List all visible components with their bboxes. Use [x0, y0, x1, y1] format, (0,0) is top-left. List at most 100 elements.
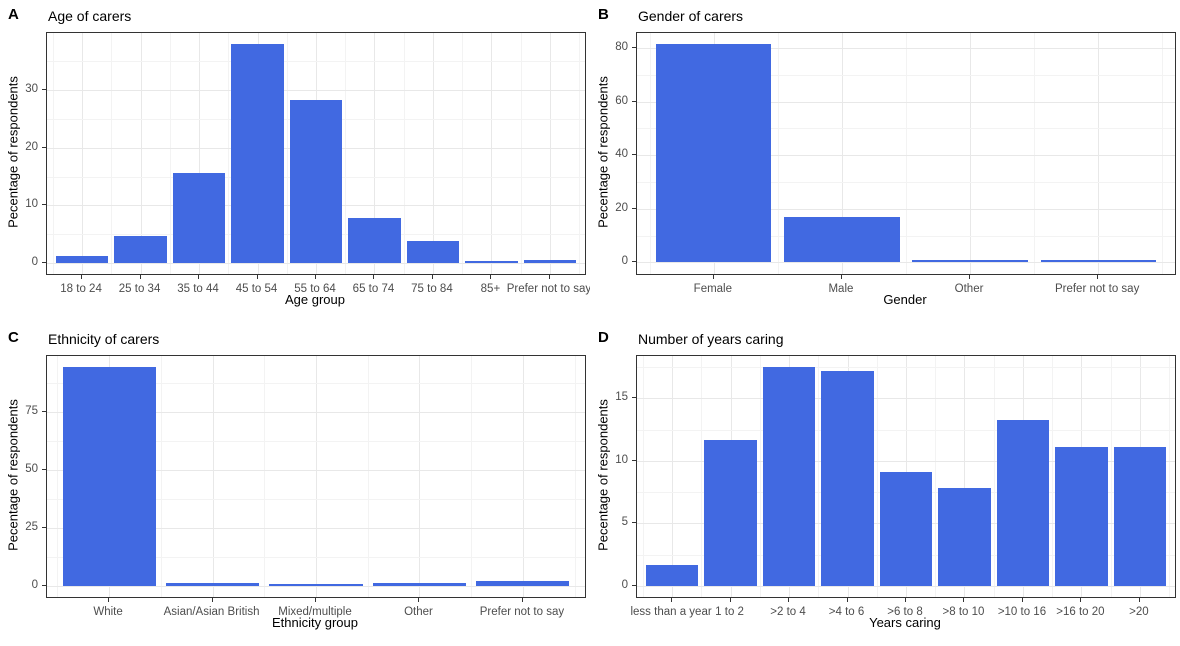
gridline-major-h: [47, 528, 585, 530]
x-tick-mark: [81, 275, 83, 279]
gridline-minor-h: [637, 235, 1175, 237]
bar: [821, 370, 874, 586]
y-tick-mark: [632, 261, 636, 263]
y-tick-label: 15: [615, 391, 628, 404]
x-tick-mark: [671, 598, 673, 602]
gridline-major-h: [637, 101, 1175, 103]
x-tick-mark: [969, 275, 971, 279]
x-tick-mark: [963, 598, 965, 602]
bar: [996, 419, 1050, 586]
x-tick-mark: [373, 275, 375, 279]
bar: [656, 43, 772, 263]
bar: [269, 584, 363, 587]
gridline-major-v: [491, 33, 493, 274]
x-tick-label: >8 to 10: [942, 606, 985, 618]
x-tick-label: Other: [954, 283, 984, 295]
gridline-minor-h: [637, 367, 1175, 369]
bar: [645, 564, 699, 586]
gridline-major-h: [637, 208, 1175, 210]
gridline-minor-v: [462, 33, 464, 274]
gridline-minor-v: [345, 33, 347, 274]
x-tick-label: Prefer not to say: [506, 283, 590, 295]
x-tick-label: >20: [1129, 606, 1149, 618]
bar: [231, 43, 284, 264]
y-tick-mark: [42, 527, 46, 529]
gridline-minor-v: [1110, 356, 1112, 597]
gridline-major-v: [964, 356, 966, 597]
gridline-major-v: [970, 33, 972, 274]
x-tick-label: 35 to 44: [177, 283, 219, 295]
plot-area: [636, 355, 1176, 598]
bar: [912, 260, 1028, 263]
gridline-major-v: [199, 33, 201, 274]
gridline-major-v: [432, 33, 434, 274]
gridline-major-h: [637, 48, 1175, 49]
x-tick-label: 55 to 64: [294, 283, 336, 295]
gridline-major-h: [637, 262, 1175, 264]
y-tick-label: 50: [25, 463, 38, 476]
x-tick-label: 65 to 74: [352, 283, 395, 295]
y-tick-mark: [632, 397, 636, 399]
x-tick-mark: [315, 275, 316, 279]
x-tick-mark: [315, 598, 316, 602]
y-tick-label: 0: [621, 255, 628, 268]
bar: [1055, 447, 1108, 586]
y-tick-label: 75: [25, 405, 38, 418]
gridline-minor-v: [579, 33, 581, 274]
x-tick-label: 75 to 84: [411, 283, 453, 295]
panel-tag: C: [8, 329, 19, 346]
gridline-minor-v: [993, 356, 995, 597]
y-tick-mark: [42, 146, 46, 148]
y-tick-label: 30: [25, 83, 38, 96]
panel-tag: B: [598, 6, 609, 23]
gridline-minor-h: [637, 128, 1175, 130]
gridline-minor-v: [111, 33, 113, 274]
bar: [62, 366, 156, 587]
chart-title: Ethnicity of carers: [48, 331, 160, 347]
gridline-minor-v: [876, 356, 878, 597]
plot-area: [636, 32, 1176, 275]
x-axis-title: Age group: [285, 292, 345, 307]
x-axis-title: Ethnicity group: [272, 615, 358, 630]
x-tick-mark: [490, 275, 492, 279]
y-tick-mark: [42, 204, 46, 206]
x-tick-label: >10 to 16: [997, 606, 1047, 618]
gridline-minor-v: [57, 356, 59, 597]
x-tick-mark: [788, 598, 790, 602]
bar: [704, 439, 757, 586]
panel-ethnicity-of-carers: C Ethnicity of carers Pecentage of respo…: [0, 323, 590, 646]
x-axis-title: Years caring: [869, 615, 941, 630]
gridline-minor-h: [47, 499, 585, 501]
bar: [784, 217, 900, 263]
gridline-minor-v: [471, 356, 473, 597]
plot-area: [46, 355, 586, 598]
gridline-major-v: [522, 356, 524, 597]
gridline-major-h: [637, 155, 1175, 157]
bar: [1113, 447, 1167, 586]
y-tick-label: 0: [621, 578, 628, 591]
bar: [372, 583, 466, 587]
gridline-minor-v: [642, 356, 644, 597]
gridline-minor-v: [574, 356, 576, 597]
gridline-major-v: [140, 33, 142, 274]
gridline-minor-v: [1052, 356, 1054, 597]
y-tick-label: 0: [31, 256, 38, 269]
x-tick-mark: [256, 275, 258, 279]
gridline-minor-v: [403, 33, 405, 274]
x-tick-label: Prefer not to say: [479, 606, 565, 618]
x-tick-label: Asian/Asian British: [163, 606, 260, 618]
x-tick-mark: [1021, 598, 1023, 602]
chart-title: Gender of carers: [638, 8, 744, 24]
gridline-major-h: [637, 585, 1175, 587]
gridline-minor-h: [47, 557, 585, 559]
gridline-minor-h: [47, 61, 585, 63]
x-tick-mark: [198, 275, 200, 279]
bar: [762, 367, 816, 586]
bar: [114, 235, 167, 264]
x-tick-label: 25 to 34: [118, 283, 161, 295]
bar: [348, 218, 401, 264]
y-tick-mark: [632, 584, 636, 586]
x-tick-label: 18 to 24: [60, 283, 102, 295]
x-tick-mark: [108, 598, 110, 602]
bar: [55, 255, 109, 264]
